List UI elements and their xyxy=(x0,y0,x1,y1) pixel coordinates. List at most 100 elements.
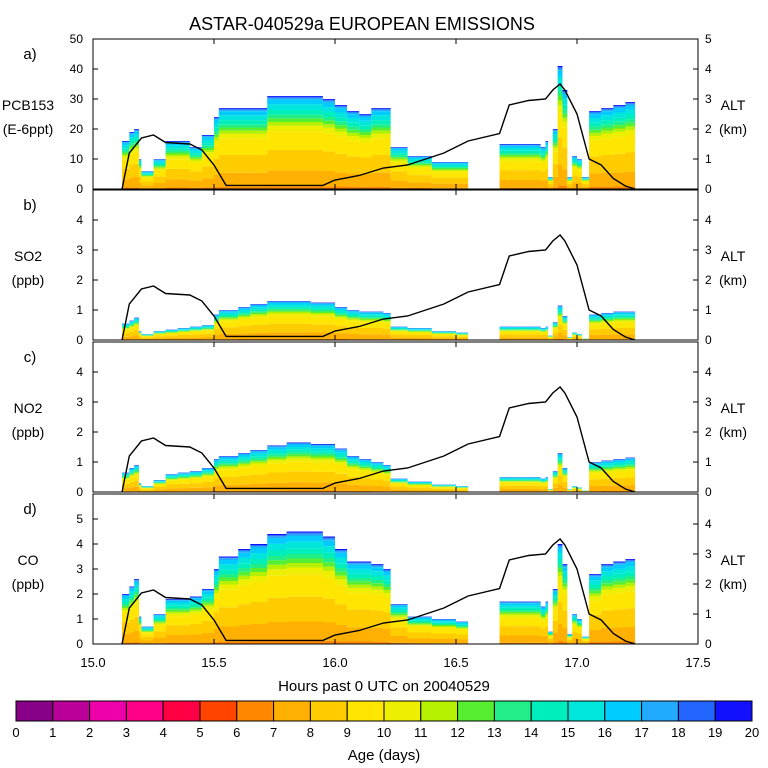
y-tick-label: 3 xyxy=(76,395,83,409)
alt-tick-label: 2 xyxy=(705,273,712,287)
colorbar-cell-3 xyxy=(125,700,164,722)
panel-letter: b) xyxy=(23,197,36,214)
age-band-6-7 xyxy=(122,621,636,644)
species-label: PCB153 xyxy=(2,97,54,113)
colorbar-tick-label: 4 xyxy=(160,725,167,740)
x-tick-label: 17.0 xyxy=(564,655,589,670)
colorbar-cell-12 xyxy=(457,700,495,722)
colorbar-tick-label: 7 xyxy=(270,725,277,740)
colorbar-cell-18 xyxy=(677,700,716,722)
alt-tick-label: 0 xyxy=(705,485,712,499)
colorbar-tick-label: 6 xyxy=(233,725,240,740)
colorbar-tick-label: 9 xyxy=(344,725,351,740)
colorbar-cell-14 xyxy=(530,700,569,722)
panel-no2: 0 1 2 3 4 0 1 2 3 4 c) NO2 (ppb) ALT (km) xyxy=(12,341,747,499)
colorbar-tick-label: 16 xyxy=(598,725,612,740)
x-tick-label: 17.5 xyxy=(685,655,710,670)
alt-tick-label: 2 xyxy=(705,122,712,136)
y-tick-label: 40 xyxy=(70,62,84,76)
alt-tick-label: 1 xyxy=(705,303,712,317)
age-band-7-8 xyxy=(122,137,636,189)
colorbar-cell-1 xyxy=(52,700,91,722)
y-tick-label: 2 xyxy=(76,425,83,439)
colorbar-tick-label: 18 xyxy=(671,725,685,740)
chart-title: ASTAR-040529a EUROPEAN EMISSIONS xyxy=(189,14,535,34)
unit-label: (ppb) xyxy=(12,576,45,592)
age-band-8-9 xyxy=(122,574,636,644)
alt-tick-label: 4 xyxy=(705,365,712,379)
colorbar-tick-label: 11 xyxy=(414,725,428,740)
alt-tick-label: 2 xyxy=(705,577,712,591)
species-label: NO2 xyxy=(14,400,43,416)
x-axis-label: Hours past 0 UTC on 20040529 xyxy=(278,678,490,695)
colorbar-cell-8 xyxy=(309,700,348,722)
colorbar-cell-2 xyxy=(89,700,127,722)
alt-unit-label: (km) xyxy=(719,576,747,592)
colorbar-cell-7 xyxy=(273,700,311,722)
unit-label: (E-6ppt) xyxy=(3,121,54,137)
alt-tick-label: 0 xyxy=(705,333,712,347)
colorbar-tick-label: 13 xyxy=(487,725,501,740)
colorbar-tick-label: 20 xyxy=(745,725,759,740)
colorbar-tick-label: 8 xyxy=(307,725,314,740)
y-tick-label: 20 xyxy=(70,122,84,136)
y-tick-label: 4 xyxy=(76,365,83,379)
alt-axis-label: ALT xyxy=(721,97,746,113)
panel-pcb153: 0 10 20 30 40 50 0 1 2 3 4 5 a) PCB153 (E-6ppt) ALT (km) xyxy=(2,32,747,196)
y-tick-label: 50 xyxy=(70,32,84,46)
y-tick-label: 0 xyxy=(76,485,83,499)
alt-axis-label: ALT xyxy=(721,400,746,416)
colorbar-tick-label: 3 xyxy=(123,725,130,740)
panel-letter: d) xyxy=(23,501,36,518)
colorbar-tick-label: 14 xyxy=(524,725,538,740)
x-tick-label: 15.0 xyxy=(80,655,105,670)
age-band-6-7 xyxy=(122,332,636,340)
colorbar-cell-9 xyxy=(346,700,385,722)
age-band-7-8 xyxy=(122,471,636,492)
y-tick-label: 1 xyxy=(76,612,83,626)
colorbar-tick-label: 0 xyxy=(12,725,19,740)
alt-tick-label: 3 xyxy=(705,547,712,561)
alt-tick-label: 0 xyxy=(705,637,712,651)
alt-tick-label: 4 xyxy=(705,517,712,531)
x-tick-label: 16.0 xyxy=(322,655,347,670)
colorbar-tick-label: 1 xyxy=(49,725,56,740)
panel-so2: 0 1 2 3 4 0 1 2 3 4 b) SO2 (ppb) ALT (km) xyxy=(12,189,747,347)
alt-tick-label: 3 xyxy=(705,243,712,257)
colorbar-cell-11 xyxy=(420,700,459,722)
alt-tick-label: 1 xyxy=(705,455,712,469)
colorbar-tick-label: 19 xyxy=(708,725,722,740)
age-colorbar: 0 1 2 3 4 5 6 7 8 9 10 11 12 13 14 15 16 17 18 19 20 xyxy=(12,700,759,740)
y-tick-label: 4 xyxy=(76,213,83,227)
panel-frame xyxy=(92,189,699,341)
colorbar-cell-13 xyxy=(493,700,532,722)
colorbar-tick-label: 5 xyxy=(196,725,203,740)
x-axis: 15.0 15.5 16.0 16.5 17.0 17.5 xyxy=(80,655,710,670)
y-tick-label: 1 xyxy=(76,455,83,469)
colorbar-cell-16 xyxy=(604,700,643,722)
y-tick-label: 2 xyxy=(76,273,83,287)
x-tick-label: 15.5 xyxy=(201,655,226,670)
colorbar-cell-4 xyxy=(162,700,201,722)
y-tick-label: 3 xyxy=(76,243,83,257)
altitude-line xyxy=(121,234,636,341)
colorbar-cell-15 xyxy=(567,700,606,722)
altitude-line xyxy=(121,83,636,190)
y-tick-label: 0 xyxy=(76,333,83,347)
altitude-line xyxy=(121,386,636,493)
unit-label: (ppb) xyxy=(12,424,45,440)
species-label: CO xyxy=(18,552,39,568)
alt-tick-label: 5 xyxy=(705,32,712,46)
alt-tick-label: 1 xyxy=(705,607,712,621)
colorbar-tick-label: 10 xyxy=(377,725,391,740)
alt-axis-label: ALT xyxy=(721,552,746,568)
y-tick-label: 0 xyxy=(76,182,83,196)
alt-unit-label: (km) xyxy=(719,272,747,288)
panel-co: 0 1 2 3 4 5 0 1 2 3 4 d) CO (ppb) ALT (km) xyxy=(12,493,747,651)
y-tick-label: 30 xyxy=(70,92,84,106)
alt-tick-label: 4 xyxy=(705,62,712,76)
x-tick-label: 16.5 xyxy=(443,655,468,670)
colorbar-cell-5 xyxy=(199,700,238,722)
colorbar-label: Age (days) xyxy=(348,747,421,764)
y-tick-label: 0 xyxy=(76,637,83,651)
